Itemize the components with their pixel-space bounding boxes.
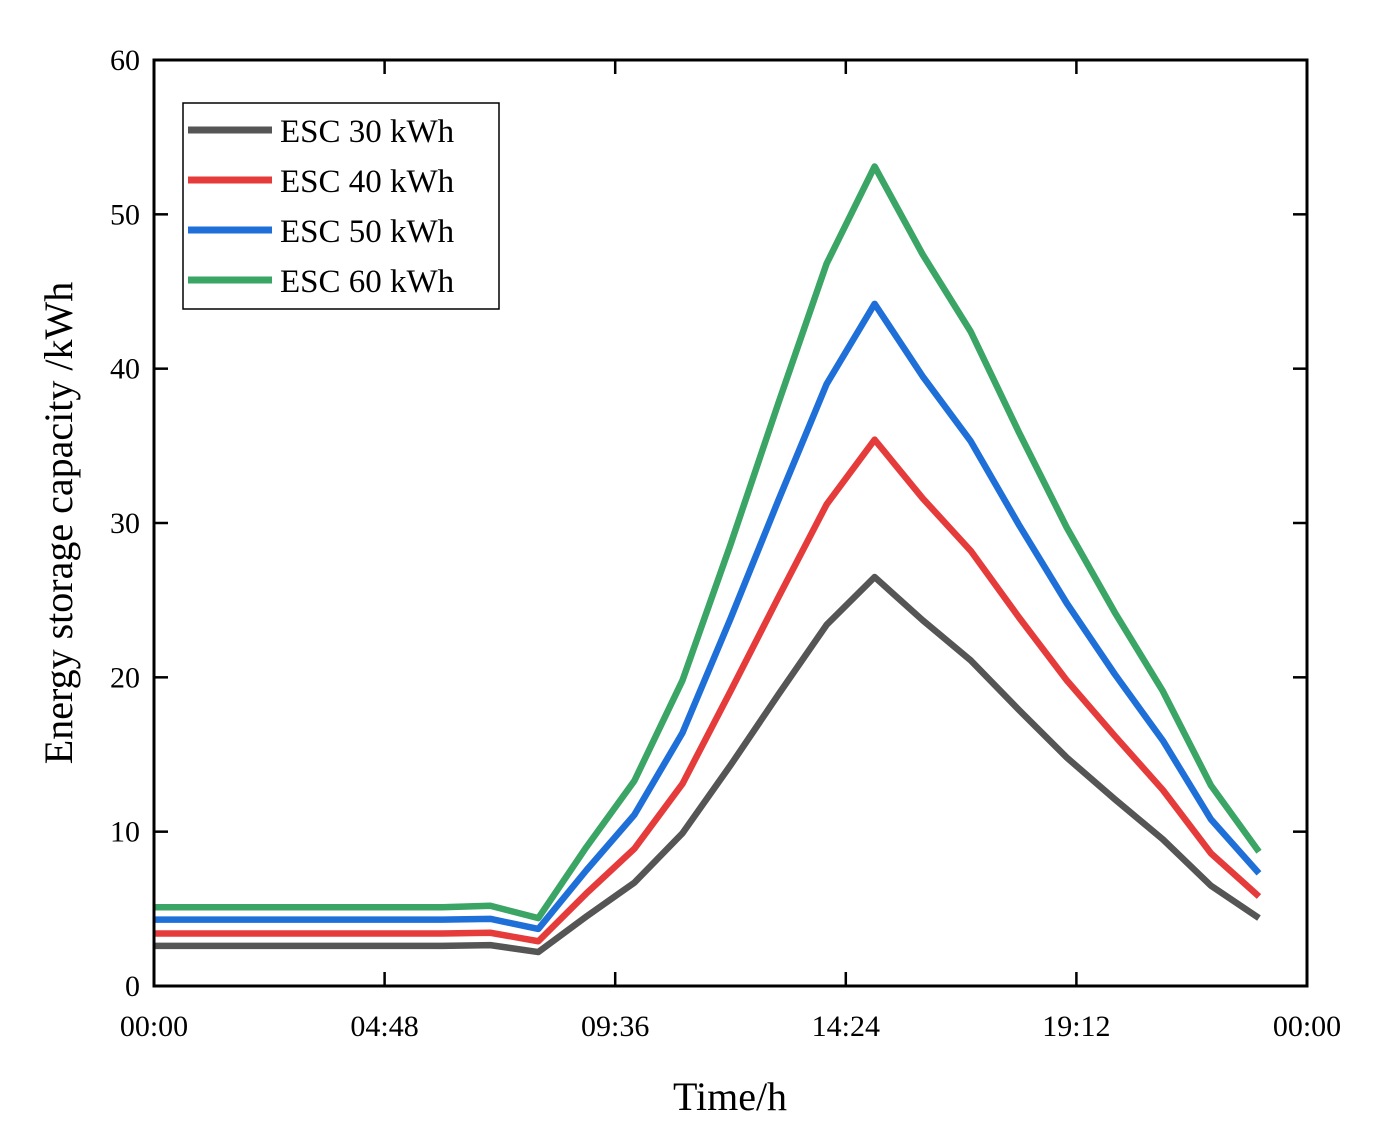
legend-label-2: ESC 40 kWh xyxy=(280,164,455,200)
series-line-3 xyxy=(154,300,1262,933)
legend-box xyxy=(182,102,500,310)
x-tick-label: 14:24 xyxy=(812,1010,880,1043)
x-axis-title: Time/h xyxy=(673,1074,787,1119)
y-tick-label: 50 xyxy=(110,198,140,231)
series-line-2 xyxy=(154,436,1262,945)
x-tick-label: 00:00 xyxy=(120,1010,188,1043)
legend: ESC 30 kWh ESC 40 kWh ESC 50 kWh ESC 60 kWh xyxy=(182,102,500,310)
legend-label-3: ESC 50 kWh xyxy=(280,214,455,250)
y-tick-label: 20 xyxy=(110,661,140,694)
y-axis-title: Energy storage capacity /kWh xyxy=(36,282,81,764)
legend-label-4: ESC 60 kWh xyxy=(280,264,455,300)
y-tick-label: 0 xyxy=(125,970,140,1003)
series-line-1 xyxy=(154,573,1261,956)
axis-ticks xyxy=(152,58,1309,988)
y-tick-label: 30 xyxy=(110,507,140,540)
y-tick-label: 40 xyxy=(110,353,140,386)
series-lines xyxy=(154,163,1262,956)
x-tick-label: 19:12 xyxy=(1042,1010,1110,1043)
x-tick-label: 04:48 xyxy=(350,1010,418,1043)
x-tick-label: 00:00 xyxy=(1273,1010,1341,1043)
legend-label-1: ESC 30 kWh xyxy=(280,114,455,150)
series-line-4 xyxy=(154,163,1262,922)
x-tick-label: 09:36 xyxy=(581,1010,649,1043)
tick-labels: 00:00 04:48 09:36 14:24 19:12 00:00 0 10 20 30 40 5… xyxy=(110,44,1341,1043)
y-tick-label: 60 xyxy=(110,44,140,77)
y-tick-label: 10 xyxy=(110,816,140,849)
